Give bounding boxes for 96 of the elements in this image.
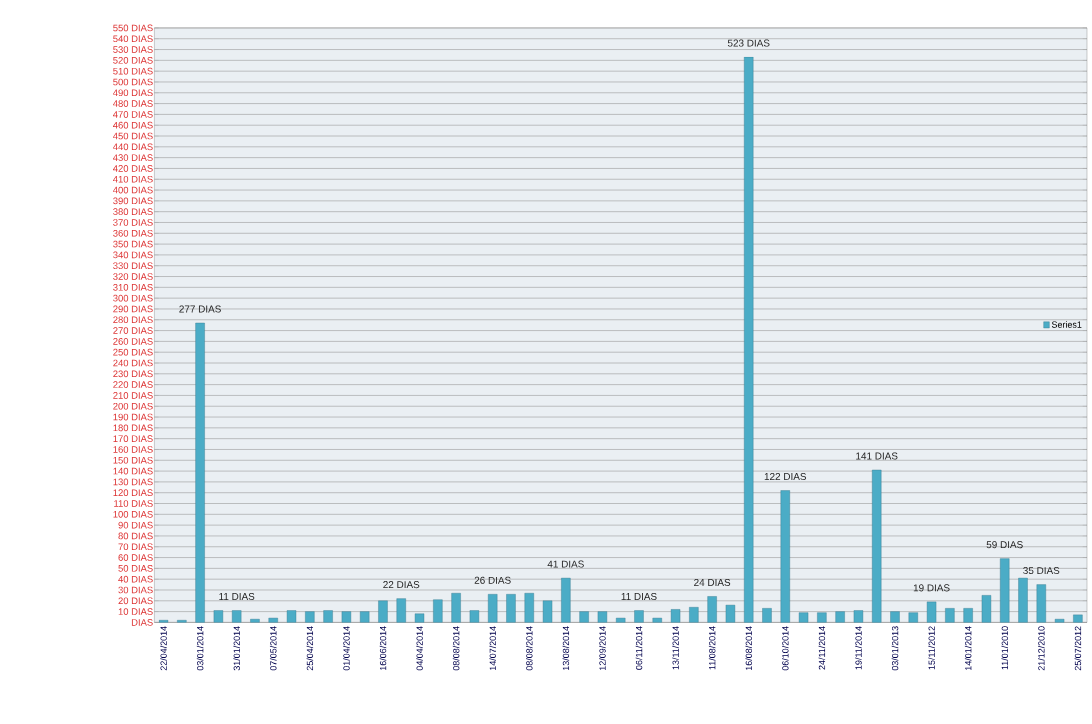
y-tick-label: 550 DIAS [113,24,153,32]
y-tick-label: 280 DIAS [113,316,153,324]
y-tick-label: 400 DIAS [113,186,153,194]
data-label: 26 DIAS [474,576,511,584]
y-tick-label: 480 DIAS [113,100,153,107]
x-tick-label: 16/06/2014 [379,626,387,670]
y-tick-label: 40 DIAS [118,575,153,583]
y-tick-label: 210 DIAS [113,392,153,399]
x-tick-label: 25/04/2014 [306,626,314,671]
y-tick-label: 420 DIAS [113,165,153,172]
x-tick-label: 15/11/2012 [928,626,935,670]
y-tick-label: 110 DIAS [114,500,153,507]
y-tick-label: 10 DIAS [118,608,153,615]
x-tick-label: 13/08/2014 [562,626,570,670]
y-tick-label: 500 DIAS [113,78,153,86]
x-tick-label: 19/11/2014 [855,626,862,670]
data-label: 277 DIAS [179,305,221,313]
x-tick-label: 06/11/2014 [635,626,643,670]
y-tick-label: 510 DIAS [113,67,153,75]
y-tick-label: 390 DIAS [113,197,153,205]
y-tick-label: 460 DIAS [113,121,153,129]
y-tick-label: 150 DIAS [113,456,153,464]
x-tick-label: 11/08/2014 [708,626,716,670]
y-tick-label: 80 DIAS [118,532,153,540]
y-tick-label: 30 DIAS [118,586,153,594]
x-tick-label: 13/11/2014 [672,626,679,670]
y-tick-label: 250 DIAS [113,348,153,356]
y-tick-label: 350 DIAS [113,240,153,248]
y-tick-label: 170 DIAS [113,435,153,442]
x-tick-label: 25/07/2012 [1074,626,1082,671]
y-tick-label: 530 DIAS [113,46,153,53]
y-tick-label: 100 DIAS [113,510,153,518]
y-tick-label: 50 DIAS [118,564,153,572]
y-tick-label: 290 DIAS [113,305,153,313]
y-tick-label: 450 DIAS [113,132,153,140]
x-tick-label: 12/09/2014 [599,626,606,670]
x-tick-label: 03/01/2013 [891,626,899,671]
y-tick-label: 270 DIAS [113,327,153,334]
x-tick-label: 03/01/2014 [196,626,204,671]
data-label: 41 DIAS [547,560,584,568]
x-tick-label: 14/07/2014 [489,626,496,670]
y-tick-label: DIAS [131,618,153,626]
y-tick-label: 260 DIAS [113,337,153,345]
x-tick-label: 24/11/2014 [818,626,826,670]
x-tick-label: 07/05/2014 [269,626,277,671]
y-tick-label: 240 DIAS [113,359,153,367]
x-tick-label: 06/10/2014 [781,626,789,671]
y-tick-label: 380 DIAS [113,208,153,215]
y-tick-label: 180 DIAS [113,424,153,432]
x-tick-label: 16/08/2014 [745,626,752,670]
data-label: 24 DIAS [694,578,731,586]
y-tick-label: 60 DIAS [118,554,153,561]
x-tick-label: 04/04/2014 [416,626,423,671]
data-label: 35 DIAS [1023,566,1060,575]
x-tick-label: 01/04/2014 [343,626,350,671]
x-tick-label: 08/08/2014 [452,626,460,671]
y-tick-label: 20 DIAS [118,597,153,605]
y-tick-label: 490 DIAS [113,89,153,97]
data-label: 141 DIAS [856,452,898,460]
y-tick-label: 120 DIAS [113,489,153,496]
y-tick-label: 340 DIAS [113,251,153,259]
y-tick-label: 540 DIAS [113,35,153,42]
x-tick-label: 21/12/2010 [1038,626,1045,671]
x-tick-label: 14/01/2014 [964,626,972,670]
y-tick-label: 440 DIAS [113,143,153,151]
y-tick-label: 360 DIAS [113,229,153,237]
y-tick-label: 220 DIAS [113,381,153,388]
data-label: 11 DIAS [219,592,255,600]
y-tick-label: 300 DIAS [113,294,153,302]
y-tick-label: 70 DIAS [118,543,153,551]
y-tick-label: 190 DIAS [113,413,153,421]
y-tick-label: 320 DIAS [113,273,153,280]
x-tick-label: 31/01/2014 [233,626,240,671]
data-label: 22 DIAS [383,581,420,589]
y-tick-label: 130 DIAS [113,478,153,486]
legend-label: Series1 [1051,321,1082,328]
y-tick-label: 470 DIAS [113,110,153,118]
y-tick-label: 310 DIAS [113,283,153,291]
data-label: 122 DIAS [764,472,807,480]
data-label: 523 DIAS [727,39,770,47]
data-label: 19 DIAS [913,584,950,592]
y-tick-label: 140 DIAS [113,467,153,475]
x-tick-label: 11/01/2010 [1001,626,1009,670]
y-tick-label: 90 DIAS [118,521,153,529]
y-tick-label: 520 DIAS [113,56,153,64]
x-tick-label: 08/08/2014 [525,626,533,671]
y-tick-label: 160 DIAS [113,446,153,453]
y-tick-label: 430 DIAS [113,154,153,161]
data-label: 11 DIAS [621,592,657,600]
y-tick-label: 200 DIAS [113,402,153,410]
y-tick-label: 370 DIAS [113,219,153,226]
x-tick-label: 22/04/2014 [160,626,167,671]
y-tick-label: 230 DIAS [113,370,153,378]
y-tick-label: 330 DIAS [113,262,153,269]
y-tick-label: 410 DIAS [113,175,153,183]
data-label: 59 DIAS [986,541,1023,549]
